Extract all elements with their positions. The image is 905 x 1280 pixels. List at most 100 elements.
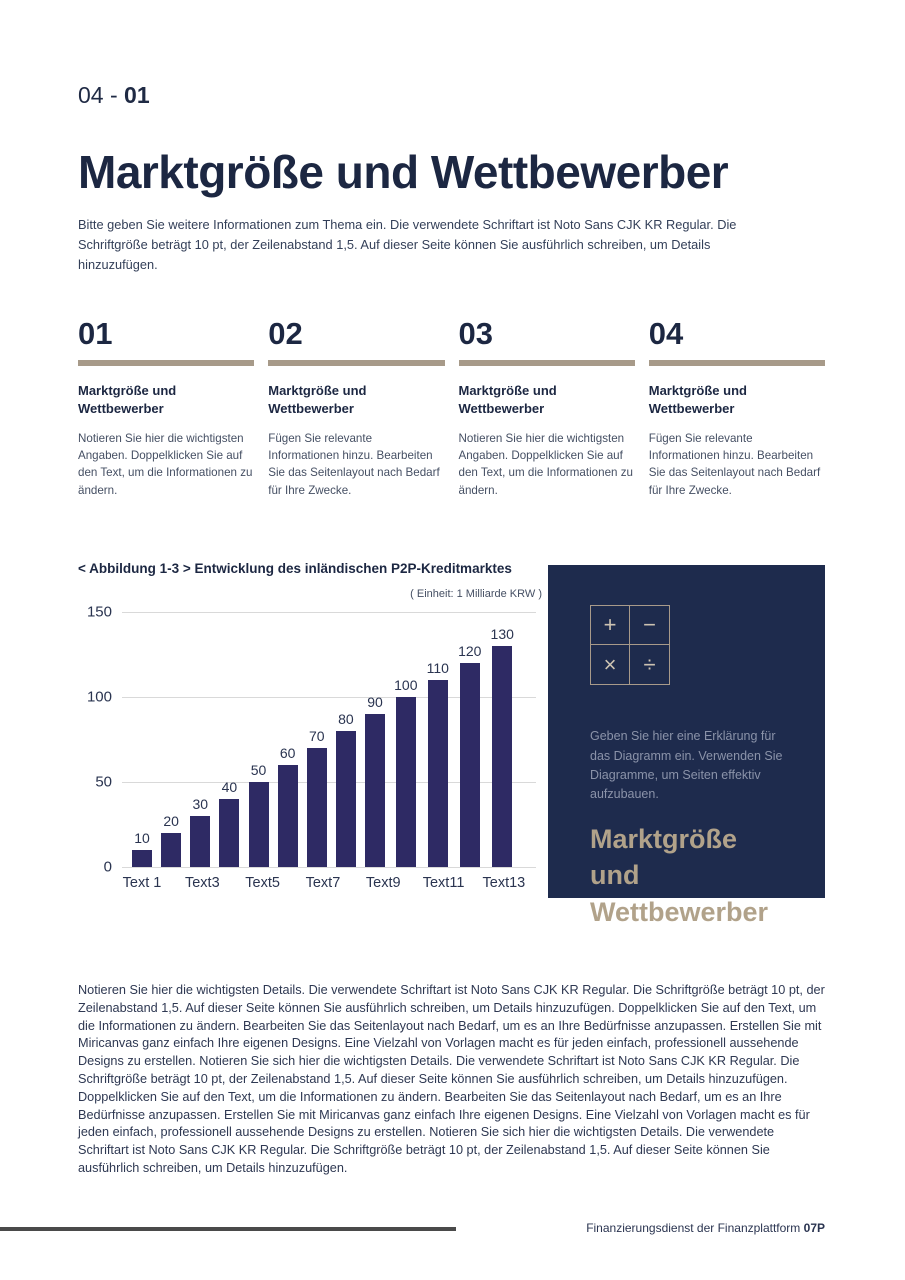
bar [427,680,448,868]
bar-cell: 90 [365,694,385,868]
bar-value-label: 70 [308,728,325,745]
bar-value-label: 10 [134,830,150,847]
x-axis-tick-label: Text3 [184,875,220,892]
x-axis-tick-label: Text9 [365,875,401,892]
x-axis: Text 1 Text3 Text5 Text7 Text9 Text11 Text13 [122,875,526,892]
step-divider [268,360,445,367]
x-axis-tick-label [283,875,303,891]
step-number: 03 [458,316,493,352]
bar-cell: 10 [132,830,152,868]
chart-title: < Abbildung 1-3 > Entwicklung des inländ… [78,561,512,577]
footer-label: Finanzierungsdienst der Finanzplattform [586,1221,801,1235]
bar-cell: 70 [306,728,327,868]
x-axis-tick-label [162,875,182,891]
bar-value-label: 120 [458,643,482,660]
bar-cell: 110 [426,660,449,868]
y-axis-tick-label: 150 [86,603,112,621]
plus-icon: + [591,606,630,646]
step-heading: Marktgröße und Wettbewerber [268,383,367,417]
x-axis-tick-label [403,875,423,891]
bar-cell: 40 [219,779,240,868]
bar-cell: 60 [277,745,298,868]
footer-brand: 07P [803,1221,825,1235]
x-axis-tick-label: Text11 [422,875,465,892]
bar-value-label: 110 [426,660,449,677]
step-number: 02 [268,316,303,352]
bar [395,697,416,868]
bar-value-label: 90 [367,694,383,711]
bar-series: 10 20 30 40 50 60 70 80 90 100 110 120 130 [132,612,514,868]
step-divider [458,360,635,367]
chart-and-panel-row: < Abbildung 1-3 > Entwicklung des inländ… [78,561,825,927]
step-body: Fügen Sie relevante Informationen hinzu.… [648,431,821,497]
panel-description: Geben Sie hier eine Erklärung für das Di… [590,729,783,802]
info-panel: + − × ÷ Geben Sie hier eine Erklärung fü… [548,565,825,927]
step-card-03: 03 Marktgröße und Wettbewerber Notieren … [458,316,635,499]
calculator-icon: + − × ÷ [590,605,670,686]
minus-icon: − [630,606,669,646]
bar-value-label: 100 [394,677,418,694]
bar-value-label: 80 [338,711,354,728]
step-number: 01 [78,316,113,352]
bar [161,833,182,868]
step-heading: Marktgröße und Wettbewerber [458,383,557,417]
bar [277,765,298,868]
page-label-number: 01 [124,82,150,108]
step-card-01: 01 Marktgröße und Wettbewerber Notieren … [78,316,255,499]
multiply-icon: × [591,645,630,685]
step-heading: Marktgröße und Wettbewerber [78,383,177,417]
bar [492,646,513,868]
step-card-04: 04 Marktgröße und Wettbewerber Fügen Sie… [648,316,825,499]
footer-text: Finanzierungsdienst der Finanzplattform … [586,1221,825,1235]
x-axis-tick-label [222,875,242,891]
step-card-02: 02 Marktgröße und Wettbewerber Fügen Sie… [268,316,445,499]
panel-title: Marktgröße und Wettbewerber [590,823,769,927]
footer-rule [0,1227,456,1231]
x-axis-tick-label: Text 1 [122,875,162,892]
steps-row: 01 Marktgröße und Wettbewerber Notieren … [78,316,825,499]
bar-cell: 80 [335,711,356,868]
step-body: Notieren Sie hier die wichtigsten Angabe… [78,431,253,497]
gridline [122,697,536,699]
step-divider [648,360,825,367]
step-number: 04 [648,316,684,352]
bar [459,663,480,868]
gridline [122,612,536,614]
divide-icon: ÷ [643,651,656,677]
page-title: Marktgröße und Wettbewerber [78,146,729,198]
step-body: Fügen Sie relevante Informationen hinzu.… [268,431,440,497]
bar-cell: 50 [248,762,269,868]
bar [306,748,327,868]
bar-value-label: 50 [250,762,267,779]
bar [190,816,211,868]
page-label: 04 - 01 [78,0,825,109]
step-body: Notieren Sie hier die wichtigsten Angabe… [458,431,633,497]
x-axis-tick-label [464,875,484,891]
bar-cell: 100 [394,677,418,868]
gridline [122,782,536,784]
y-axis-tick-label: 0 [103,858,112,876]
y-axis-tick-label: 50 [95,773,112,791]
bar-chart: 0 50 100 150 10 20 30 40 50 60 70 80 90 100 110 120 130 [78,604,548,876]
bar-value-label: 130 [490,626,514,643]
bar-value-label: 40 [221,779,238,796]
x-axis-tick-label: Text7 [305,875,341,892]
gridline [122,867,536,869]
bar-value-label: 60 [279,745,296,762]
bar [335,731,356,868]
bar-cell: 30 [190,796,211,868]
step-divider [78,360,255,367]
bar-value-label: 30 [192,796,209,813]
step-heading: Marktgröße und Wettbewerber [648,383,747,417]
bar-cell: 20 [161,813,182,868]
details-paragraph: Notieren Sie hier die wichtigsten Detail… [78,983,825,1175]
bar [132,850,152,868]
chart-unit-label: ( Einheit: 1 Milliarde KRW ) [410,588,542,601]
bar-value-label: 20 [163,813,179,830]
bar-cell: 130 [490,626,514,868]
x-axis-tick-label [343,875,363,891]
bar [365,714,385,868]
intro-text: Bitte geben Sie weitere Informationen zu… [78,217,737,272]
page-label-prefix: 04 - [78,82,118,108]
